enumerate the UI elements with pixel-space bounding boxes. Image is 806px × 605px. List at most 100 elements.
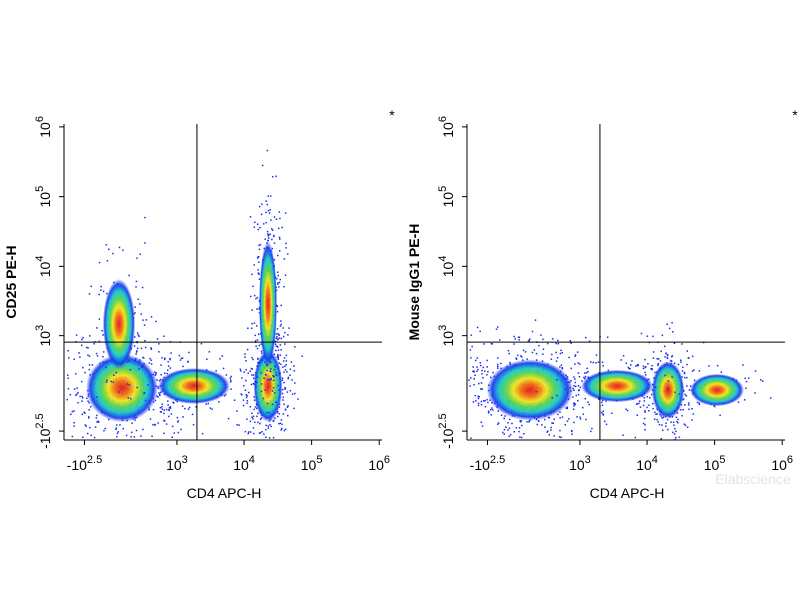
event-dot bbox=[561, 366, 563, 369]
watermark: Elabscience bbox=[715, 471, 791, 487]
event-dot bbox=[555, 351, 557, 354]
event-dot bbox=[168, 407, 171, 409]
event-dot bbox=[584, 375, 587, 378]
tick-label: 105 bbox=[704, 454, 726, 473]
event-dot bbox=[550, 429, 552, 431]
y-axis-label: CD25 PE-H bbox=[3, 245, 19, 318]
event-dot bbox=[276, 339, 279, 341]
event-dot bbox=[566, 407, 568, 410]
event-dot bbox=[605, 423, 608, 426]
event-dot bbox=[98, 261, 101, 264]
tick-label: 105 bbox=[34, 186, 53, 208]
event-dot bbox=[691, 419, 693, 421]
tick-base: 10 bbox=[37, 331, 53, 347]
event-dot bbox=[260, 372, 262, 374]
event-dot bbox=[169, 367, 172, 369]
event-dot bbox=[282, 413, 285, 415]
event-dot bbox=[251, 309, 253, 311]
event-dot bbox=[518, 339, 520, 341]
event-dot bbox=[286, 371, 288, 373]
event-dot bbox=[688, 402, 690, 404]
event-dot bbox=[492, 371, 494, 374]
event-dot bbox=[134, 359, 136, 362]
event-dot bbox=[673, 424, 675, 426]
event-dot bbox=[584, 372, 586, 374]
event-dot bbox=[270, 425, 272, 428]
event-dot bbox=[96, 355, 99, 357]
event-dot bbox=[477, 368, 479, 371]
event-dot bbox=[277, 332, 279, 335]
event-dot bbox=[259, 432, 262, 434]
event-dot bbox=[156, 379, 158, 381]
event-dot bbox=[497, 410, 499, 412]
event-dot bbox=[646, 335, 649, 337]
event-dot bbox=[573, 402, 575, 405]
event-dot bbox=[90, 406, 92, 408]
event-dot bbox=[246, 395, 249, 397]
event-dot bbox=[260, 417, 263, 419]
event-dot bbox=[476, 370, 478, 373]
event-dot bbox=[634, 436, 637, 439]
event-dot bbox=[629, 364, 632, 366]
event-dot bbox=[557, 342, 560, 345]
event-dot bbox=[579, 416, 581, 419]
event-dot bbox=[283, 357, 286, 359]
tick-exponent: 5 bbox=[437, 186, 449, 192]
event-dot bbox=[268, 379, 271, 381]
event-dot bbox=[280, 304, 282, 307]
event-dot bbox=[559, 417, 561, 419]
event-dot bbox=[557, 339, 559, 342]
event-dot bbox=[577, 393, 580, 396]
event-dot bbox=[84, 412, 86, 414]
event-dot bbox=[491, 407, 493, 409]
tick-base: 10 bbox=[440, 192, 456, 208]
event-dot bbox=[584, 397, 586, 400]
event-dot bbox=[503, 417, 505, 420]
event-dot bbox=[191, 413, 194, 416]
event-dot bbox=[131, 431, 133, 434]
event-dot bbox=[507, 422, 509, 424]
event-dot bbox=[158, 393, 161, 396]
event-dot bbox=[517, 336, 520, 339]
event-dot bbox=[253, 322, 256, 324]
event-dot bbox=[558, 436, 561, 438]
event-dot bbox=[105, 381, 108, 383]
event-dot bbox=[282, 396, 284, 399]
event-dot bbox=[144, 399, 147, 402]
event-dot bbox=[557, 413, 559, 416]
event-dot bbox=[572, 387, 574, 390]
event-dot bbox=[96, 414, 98, 417]
annotation: * bbox=[389, 107, 395, 123]
event-dot bbox=[625, 362, 628, 365]
event-dot bbox=[246, 348, 249, 351]
event-dot bbox=[250, 383, 253, 386]
event-dot bbox=[251, 273, 253, 276]
event-dot bbox=[486, 373, 488, 376]
event-dot bbox=[269, 195, 272, 197]
event-dot bbox=[650, 367, 652, 370]
event-dot bbox=[118, 391, 120, 393]
event-dot bbox=[265, 424, 267, 427]
event-dot bbox=[642, 422, 645, 425]
event-dot bbox=[577, 362, 579, 364]
event-dot bbox=[713, 405, 716, 408]
event-dot bbox=[257, 272, 260, 275]
event-dot bbox=[167, 365, 170, 367]
event-dot bbox=[476, 326, 479, 329]
event-dot bbox=[131, 422, 133, 424]
tick-exponent: 5 bbox=[719, 454, 725, 466]
event-dot bbox=[520, 356, 523, 358]
event-dot bbox=[245, 394, 248, 396]
event-dot bbox=[273, 419, 275, 422]
event-dot bbox=[597, 361, 600, 363]
event-dot bbox=[262, 223, 265, 225]
tick-base: 10 bbox=[233, 457, 249, 473]
event-dot bbox=[119, 424, 121, 426]
event-dot bbox=[171, 436, 174, 438]
event-dot bbox=[550, 426, 552, 429]
event-dot bbox=[684, 393, 686, 396]
event-dot bbox=[267, 378, 269, 381]
event-dot bbox=[250, 367, 253, 370]
event-dot bbox=[588, 403, 591, 406]
event-dot bbox=[284, 369, 287, 371]
